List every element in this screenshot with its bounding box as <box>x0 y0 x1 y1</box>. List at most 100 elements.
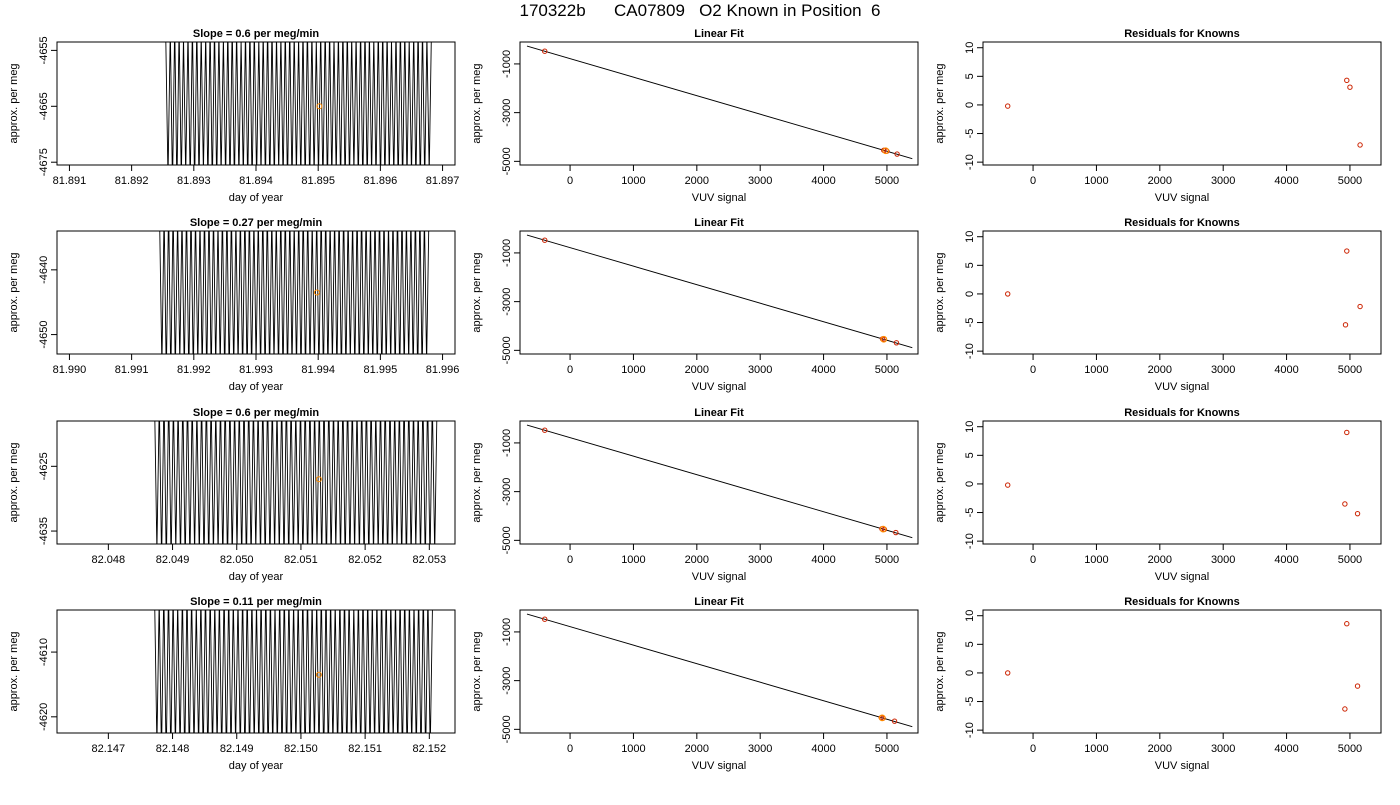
x-axis-label: VUV signal <box>692 760 746 772</box>
x-tick-label: 81.992 <box>177 364 211 376</box>
data-point <box>542 237 548 243</box>
x-tick-label: 81.893 <box>177 175 211 187</box>
y-tick-label: 5 <box>964 452 976 458</box>
data-point <box>891 718 898 724</box>
panel-title: Slope = 0.27 per meg/min <box>190 217 323 229</box>
panel-r1-c3: Residuals for Knowns 0 1000 2000 3000 4000 500… <box>934 28 1382 204</box>
x-tick-label: 0 <box>1030 554 1036 566</box>
y-axis-label: approx. per meg <box>934 631 946 711</box>
panel-r1-c1: Slope = 0.6 per meg/min 81.891 81.892 81.89… <box>8 28 459 204</box>
mean-marker <box>315 476 322 483</box>
fit-line <box>526 45 913 160</box>
x-tick-label: 3000 <box>1211 743 1235 755</box>
data-point <box>1342 501 1348 507</box>
fit-line <box>526 424 913 539</box>
y-tick-label: 0 <box>964 670 976 676</box>
data-trace <box>165 42 432 165</box>
x-tick-label: 5000 <box>1338 743 1362 755</box>
x-tick-label: 81.896 <box>364 175 398 187</box>
x-tick-label: 1000 <box>1084 364 1108 376</box>
data-point <box>542 48 548 54</box>
x-tick-label: 0 <box>1030 364 1036 376</box>
y-tick-label: -4655 <box>38 36 50 64</box>
plot-frame <box>982 420 1382 545</box>
x-tick-label: 2000 <box>685 743 709 755</box>
plot-area <box>154 610 433 733</box>
data-trace <box>154 610 433 733</box>
x-tick-label: 1000 <box>1084 175 1108 187</box>
x-tick-label: 1000 <box>621 743 645 755</box>
highlight-point <box>878 714 886 722</box>
plot-frame <box>982 41 1382 166</box>
x-tick-label: 3000 <box>1211 364 1235 376</box>
y-tick-label: -5000 <box>501 147 513 175</box>
panel-r2-c3: Residuals for Knowns 0 1000 2000 3000 4000 500… <box>934 217 1382 393</box>
x-axis-label: VUV signal <box>692 571 746 583</box>
y-tick-label: 5 <box>964 262 976 268</box>
x-tick-label: 81.892 <box>115 175 149 187</box>
plot-area <box>154 421 438 544</box>
plot-frame <box>56 420 456 545</box>
y-tick-label: -5 <box>964 697 976 707</box>
panel-r2-c1: Slope = 0.27 per meg/min 81.990 81.991 81.9… <box>8 217 459 393</box>
y-tick-label: -1000 <box>501 239 513 267</box>
x-tick-label: 5000 <box>1338 554 1362 566</box>
data-point <box>1005 482 1011 488</box>
plot-area <box>1005 77 1363 148</box>
x-axis-label: VUV signal <box>692 192 746 204</box>
x-tick-label: 1000 <box>1084 554 1108 566</box>
x-tick-label: 2000 <box>685 175 709 187</box>
x-tick-label: 1000 <box>1084 743 1108 755</box>
y-tick-label: -3000 <box>501 667 513 695</box>
plot-area <box>526 613 913 728</box>
x-axis-label: day of year <box>229 192 284 204</box>
panel-r1-c2: Linear Fit 0 1000 2000 3000 4000 5000 -5000 -300… <box>471 28 919 204</box>
y-tick-label: -1000 <box>501 50 513 78</box>
y-tick-label: -4640 <box>38 256 50 284</box>
data-point <box>1005 670 1011 676</box>
y-axis-label: approx. per meg <box>471 442 483 522</box>
mean-marker <box>316 103 323 110</box>
y-tick-label: 10 <box>964 231 976 243</box>
y-tick-label: 5 <box>964 641 976 647</box>
panel-r3-c3: Residuals for Knowns 0 1000 2000 3000 4000 500… <box>934 407 1382 583</box>
data-point <box>1354 510 1361 517</box>
data-point <box>1005 103 1011 109</box>
x-tick-label: 3000 <box>748 175 772 187</box>
data-point <box>1357 142 1363 148</box>
x-tick-label: 3000 <box>748 364 772 376</box>
x-tick-label: 82.150 <box>284 743 318 755</box>
x-tick-label: 82.048 <box>92 554 126 566</box>
y-tick-label: -10 <box>964 722 976 738</box>
y-tick-label: -4625 <box>38 452 50 480</box>
y-tick-label: -1000 <box>501 618 513 646</box>
x-tick-label: 82.052 <box>348 554 382 566</box>
y-tick-label: 0 <box>964 102 976 108</box>
plot-frame <box>519 230 919 355</box>
data-point <box>893 529 899 536</box>
plot-frame <box>519 609 919 734</box>
highlight-point <box>880 335 888 343</box>
x-tick-label: 2000 <box>1148 743 1172 755</box>
x-tick-label: 3000 <box>1211 554 1235 566</box>
y-tick-label: -1000 <box>501 429 513 457</box>
x-axis-label: VUV signal <box>692 381 746 393</box>
y-axis-label: approx. per meg <box>471 631 483 711</box>
y-tick-label: 10 <box>964 421 976 433</box>
data-point <box>1357 303 1363 310</box>
x-tick-label: 2000 <box>685 364 709 376</box>
panel-title: Linear Fit <box>694 407 744 419</box>
data-point <box>894 151 900 157</box>
panel-title: Slope = 0.11 per meg/min <box>190 596 322 608</box>
data-point <box>1342 322 1349 328</box>
x-tick-label: 2000 <box>685 554 709 566</box>
x-tick-label: 5000 <box>1338 175 1362 187</box>
y-tick-label: -4620 <box>38 703 50 731</box>
fit-line <box>526 234 913 349</box>
plot-area <box>526 234 913 349</box>
y-tick-label: -3000 <box>501 478 513 506</box>
x-tick-label: 0 <box>567 743 573 755</box>
y-axis-label: approx. per meg <box>934 252 946 332</box>
y-tick-label: -5 <box>964 129 976 139</box>
